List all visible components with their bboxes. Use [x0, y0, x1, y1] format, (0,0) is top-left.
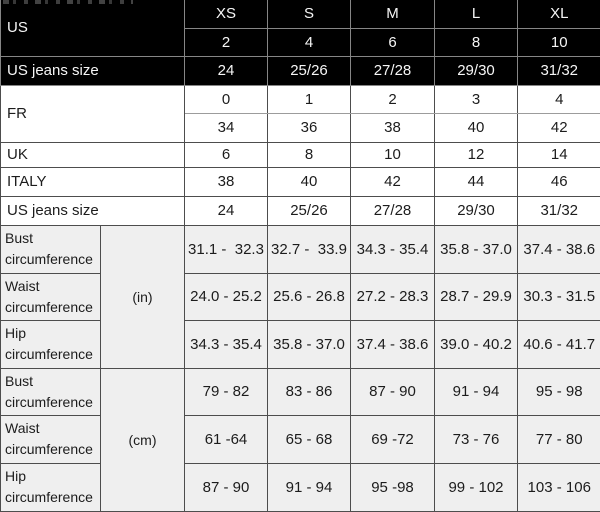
measure-value-cell: 91 - 94 — [268, 463, 351, 511]
measure-value-cell: 34.3 - 35.4 — [185, 320, 268, 368]
size-value-cell: 2 — [185, 28, 268, 56]
size-value-cell: 6 — [185, 142, 268, 167]
row-label-bust: Bust circumference — [1, 368, 101, 415]
measure-value-cell: 34.3 - 35.4 — [351, 225, 435, 273]
size-value-cell: 27/28 — [351, 196, 435, 225]
cutoff-text-fragment — [3, 0, 133, 4]
measure-value-cell: 87 - 90 — [185, 463, 268, 511]
measure-value-cell: 61 -64 — [185, 415, 268, 463]
measure-value-cell: 103 - 106 — [518, 463, 600, 511]
table-row: Hip circumference 87 - 90 91 - 94 95 -98… — [1, 463, 600, 511]
size-header-cell: L — [435, 0, 518, 28]
measure-value-cell: 73 - 76 — [435, 415, 518, 463]
table-row: US jeans size 24 25/26 27/28 29/30 31/32 — [1, 56, 600, 85]
size-header-cell: XS — [185, 0, 268, 28]
size-value-cell: 10 — [518, 28, 600, 56]
size-value-cell: 24 — [185, 196, 268, 225]
measure-value-cell: 25.6 - 26.8 — [268, 273, 351, 320]
size-value-cell: 29/30 — [435, 56, 518, 85]
size-value-cell: 40 — [435, 113, 518, 142]
table-row: US XS S M L XL — [1, 0, 600, 28]
size-value-cell: 31/32 — [518, 196, 600, 225]
size-value-cell: 29/30 — [435, 196, 518, 225]
measure-value-cell: 87 - 90 — [351, 368, 435, 415]
table-row: UK 6 8 10 12 14 — [1, 142, 600, 167]
measure-value-cell: 83 - 86 — [268, 368, 351, 415]
size-value-cell: 46 — [518, 167, 600, 196]
table-row: Bust circumference (in) 31.1 - 32.3 32.7… — [1, 225, 600, 273]
measure-value-cell: 30.3 - 31.5 — [518, 273, 600, 320]
row-label-bust: Bust circumference — [1, 225, 101, 273]
unit-label-inches: (in) — [101, 225, 185, 368]
measure-value-cell: 37.4 - 38.6 — [518, 225, 600, 273]
size-value-cell: 14 — [518, 142, 600, 167]
size-value-cell: 25/26 — [268, 196, 351, 225]
measure-value-cell: 39.0 - 40.2 — [435, 320, 518, 368]
size-value-cell: 42 — [518, 113, 600, 142]
measure-value-cell: 77 - 80 — [518, 415, 600, 463]
measure-value-cell: 79 - 82 — [185, 368, 268, 415]
size-header-cell: XL — [518, 0, 600, 28]
size-header-cell: S — [268, 0, 351, 28]
size-value-cell: 4 — [518, 85, 600, 113]
row-label-us-jeans-size: US jeans size — [1, 56, 185, 85]
size-value-cell: 25/26 — [268, 56, 351, 85]
table-row: ITALY 38 40 42 44 46 — [1, 167, 600, 196]
row-label-italy: ITALY — [1, 167, 185, 196]
size-value-cell: 8 — [268, 142, 351, 167]
measure-value-cell: 28.7 - 29.9 — [435, 273, 518, 320]
measure-value-cell: 35.8 - 37.0 — [268, 320, 351, 368]
table-row: Bust circumference (cm) 79 - 82 83 - 86 … — [1, 368, 600, 415]
size-value-cell: 24 — [185, 56, 268, 85]
size-value-cell: 8 — [435, 28, 518, 56]
measure-value-cell: 99 - 102 — [435, 463, 518, 511]
measure-value-cell: 37.4 - 38.6 — [351, 320, 435, 368]
measure-value-cell: 69 -72 — [351, 415, 435, 463]
size-value-cell: 0 — [185, 85, 268, 113]
size-value-cell: 27/28 — [351, 56, 435, 85]
measure-value-cell: 95 - 98 — [518, 368, 600, 415]
table-row: US jeans size 24 25/26 27/28 29/30 31/32 — [1, 196, 600, 225]
table-row: Hip circumference 34.3 - 35.4 35.8 - 37.… — [1, 320, 600, 368]
measure-value-cell: 32.7 - 33.9 — [268, 225, 351, 273]
size-value-cell: 4 — [268, 28, 351, 56]
size-value-cell: 3 — [435, 85, 518, 113]
measure-value-cell: 65 - 68 — [268, 415, 351, 463]
size-value-cell: 40 — [268, 167, 351, 196]
size-value-cell: 38 — [185, 167, 268, 196]
row-label-fr: FR — [1, 85, 185, 142]
size-value-cell: 10 — [351, 142, 435, 167]
row-label-us-jeans-size: US jeans size — [1, 196, 185, 225]
measure-value-cell: 91 - 94 — [435, 368, 518, 415]
measure-value-cell: 95 -98 — [351, 463, 435, 511]
unit-label-cm: (cm) — [101, 368, 185, 511]
size-value-cell: 42 — [351, 167, 435, 196]
measure-value-cell: 27.2 - 28.3 — [351, 273, 435, 320]
table-row: FR 0 1 2 3 4 — [1, 85, 600, 113]
row-label-waist: Waist circumference — [1, 415, 101, 463]
size-value-cell: 36 — [268, 113, 351, 142]
measure-value-cell: 35.8 - 37.0 — [435, 225, 518, 273]
size-value-cell: 31/32 — [518, 56, 600, 85]
size-value-cell: 1 — [268, 85, 351, 113]
row-label-hip: Hip circumference — [1, 463, 101, 511]
row-label-us: US — [1, 0, 185, 56]
row-label-uk: UK — [1, 142, 185, 167]
measure-value-cell: 31.1 - 32.3 — [185, 225, 268, 273]
size-value-cell: 34 — [185, 113, 268, 142]
size-value-cell: 6 — [351, 28, 435, 56]
table-row: Waist circumference 24.0 - 25.2 25.6 - 2… — [1, 273, 600, 320]
measure-value-cell: 24.0 - 25.2 — [185, 273, 268, 320]
size-value-cell: 44 — [435, 167, 518, 196]
measure-value-cell: 40.6 - 41.7 — [518, 320, 600, 368]
row-label-waist: Waist circumference — [1, 273, 101, 320]
table-row: Waist circumference 61 -64 65 - 68 69 -7… — [1, 415, 600, 463]
size-value-cell: 38 — [351, 113, 435, 142]
size-value-cell: 12 — [435, 142, 518, 167]
size-value-cell: 2 — [351, 85, 435, 113]
size-header-cell: M — [351, 0, 435, 28]
row-label-hip: Hip circumference — [1, 320, 101, 368]
